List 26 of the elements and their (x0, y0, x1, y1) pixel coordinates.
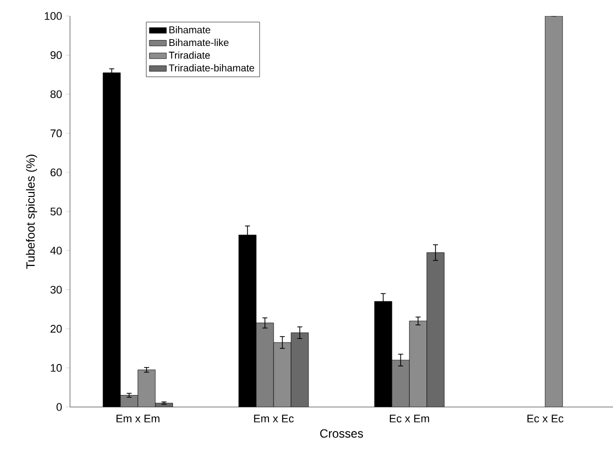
x-axis-title: Crosses (320, 429, 363, 438)
legend-label: Bihamate-like (169, 38, 229, 46)
x-tick-label: Em x Ec (254, 414, 294, 422)
x-tick-label: Ec x Em (390, 414, 430, 422)
y-tick-label: 50 (50, 208, 62, 216)
bar (426, 252, 444, 407)
y-tick-label: 60 (50, 168, 62, 176)
y-tick-label: 90 (50, 51, 62, 59)
y-tick-label: 80 (50, 90, 62, 98)
y-tick-label: 40 (50, 246, 62, 254)
y-tick-label: 100 (44, 12, 62, 20)
bar (256, 322, 274, 407)
legend-label: Triradiate (168, 51, 210, 59)
bar (392, 360, 410, 407)
x-tick-label: Em x Em (116, 414, 160, 422)
y-tick-label: 0 (56, 403, 62, 411)
legend-label: Bihamate (169, 26, 210, 34)
bar (120, 395, 138, 407)
bar (291, 332, 308, 407)
y-tick-label: 10 (50, 364, 62, 372)
legend-label: Triradiate-bihamate (168, 64, 254, 72)
y-tick-label: 20 (50, 324, 62, 333)
y-tick-label: 30 (50, 286, 62, 294)
y-axis-title: Tubefoot spicules (%) (26, 154, 38, 269)
y-tick-label: 70 (50, 129, 62, 138)
x-tick-label: Ec x Ec (527, 414, 564, 422)
